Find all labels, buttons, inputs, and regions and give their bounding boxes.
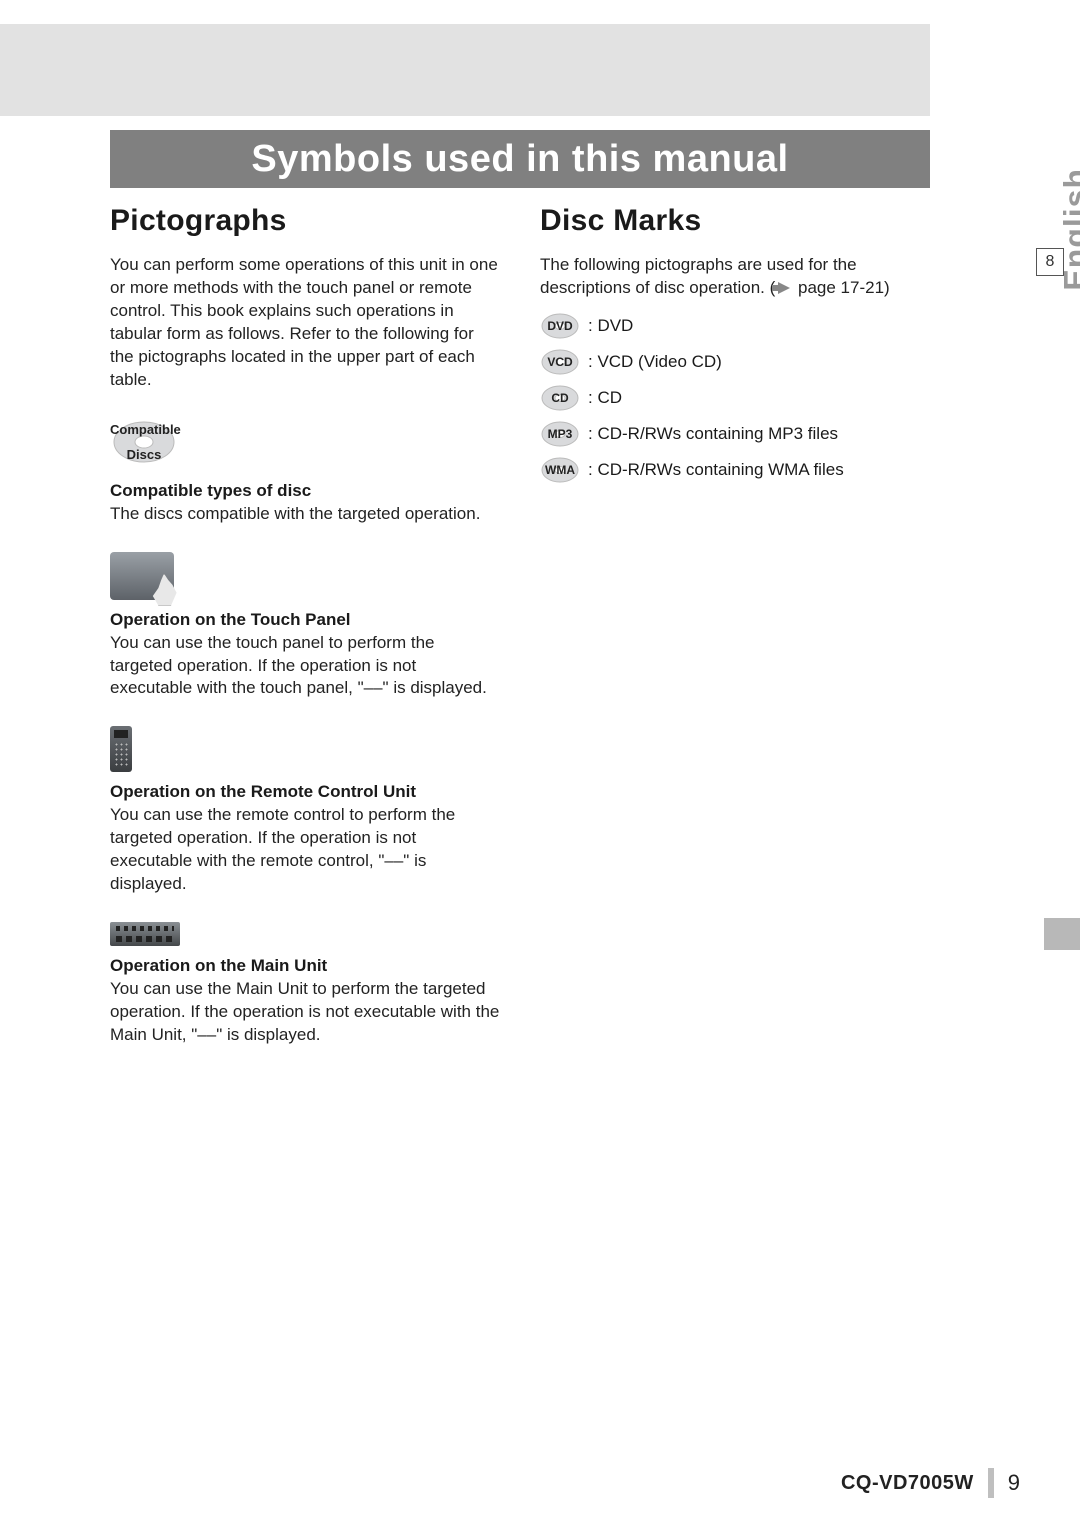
left-column: Pictographs You can perform some operati… (110, 204, 500, 1047)
disc-icon-wma: WMA (540, 456, 580, 484)
discmarks-intro: The following pictographs are used for t… (540, 254, 930, 300)
discmark-row-cd: CD : CD (540, 384, 930, 412)
arrow-icon (778, 282, 790, 294)
disc-icon-cd: CD (540, 384, 580, 412)
discmark-row-vcd: VCD : VCD (Video CD) (540, 348, 930, 376)
disc-text-cd: : CD (588, 388, 622, 408)
main-unit-icon (110, 922, 500, 946)
compatible-discs-block: Compatible Discs Compatible types of dis… (110, 418, 500, 526)
manual-page: English 8 Symbols used in this manual Pi… (0, 0, 1080, 1526)
sec3-title: Operation on the Remote Control Unit (110, 782, 500, 802)
sec4-title: Operation on the Main Unit (110, 956, 500, 976)
discmark-row-dvd: DVD : DVD (540, 312, 930, 340)
disc-icon-mp3: MP3 (540, 420, 580, 448)
remote-control-block: Operation on the Remote Control Unit You… (110, 726, 500, 896)
pictographs-heading: Pictographs (110, 204, 500, 238)
disc-label-wma: WMA (540, 456, 580, 484)
disc-text-dvd: : DVD (588, 316, 633, 336)
disc-label-cd: CD (540, 384, 580, 412)
touch-panel-icon (110, 552, 500, 600)
sec3-body: You can use the remote control to perfor… (110, 804, 500, 896)
disc-text-wma: : CD-R/RWs containing WMA files (588, 460, 844, 480)
sec2-body: You can use the touch panel to perform t… (110, 632, 500, 701)
model-number: CQ-VD7005W (841, 1472, 974, 1495)
discmark-row-mp3: MP3 : CD-R/RWs containing MP3 files (540, 420, 930, 448)
disc-icon-dvd: DVD (540, 312, 580, 340)
discmark-row-wma: WMA : CD-R/RWs containing WMA files (540, 456, 930, 484)
section-banner: Symbols used in this manual (110, 130, 930, 188)
pictographs-intro: You can perform some operations of this … (110, 254, 500, 392)
disc-icon-vcd: VCD (540, 348, 580, 376)
discmarks-heading: Disc Marks (540, 204, 930, 238)
discmark-list: DVD : DVD VCD : VCD (Video CD) CD (540, 312, 930, 484)
sec1-body: The discs compatible with the targeted o… (110, 503, 500, 526)
right-column: Disc Marks The following pictographs are… (540, 204, 930, 1047)
side-tab-marker (1044, 918, 1080, 950)
prev-page-ref: 8 (1036, 248, 1064, 276)
content-columns: Pictographs You can perform some operati… (110, 204, 930, 1047)
disc-label-vcd: VCD (540, 348, 580, 376)
remote-control-icon (110, 726, 500, 772)
main-unit-block: Operation on the Main Unit You can use t… (110, 922, 500, 1047)
touch-panel-block: Operation on the Touch Panel You can use… (110, 552, 500, 701)
sec1-title: Compatible types of disc (110, 481, 500, 501)
sec2-title: Operation on the Touch Panel (110, 610, 500, 630)
disc-label-mp3: MP3 (540, 420, 580, 448)
discmarks-intro-post: page 17-21) (793, 278, 889, 297)
page-footer: CQ-VD7005W 9 (0, 1468, 1080, 1498)
page-number: 9 (1008, 1470, 1020, 1496)
sec4-body: You can use the Main Unit to perform the… (110, 978, 500, 1047)
compatible-discs-icon: Compatible Discs (110, 418, 500, 471)
footer-divider (988, 1468, 994, 1498)
disc-text-mp3: : CD-R/RWs containing MP3 files (588, 424, 838, 444)
compat-badge-bottom: Discs (110, 447, 178, 462)
disc-text-vcd: : VCD (Video CD) (588, 352, 722, 372)
disc-label-dvd: DVD (540, 312, 580, 340)
top-margin-bar (0, 24, 930, 116)
compat-badge-top: Compatible (110, 422, 178, 437)
